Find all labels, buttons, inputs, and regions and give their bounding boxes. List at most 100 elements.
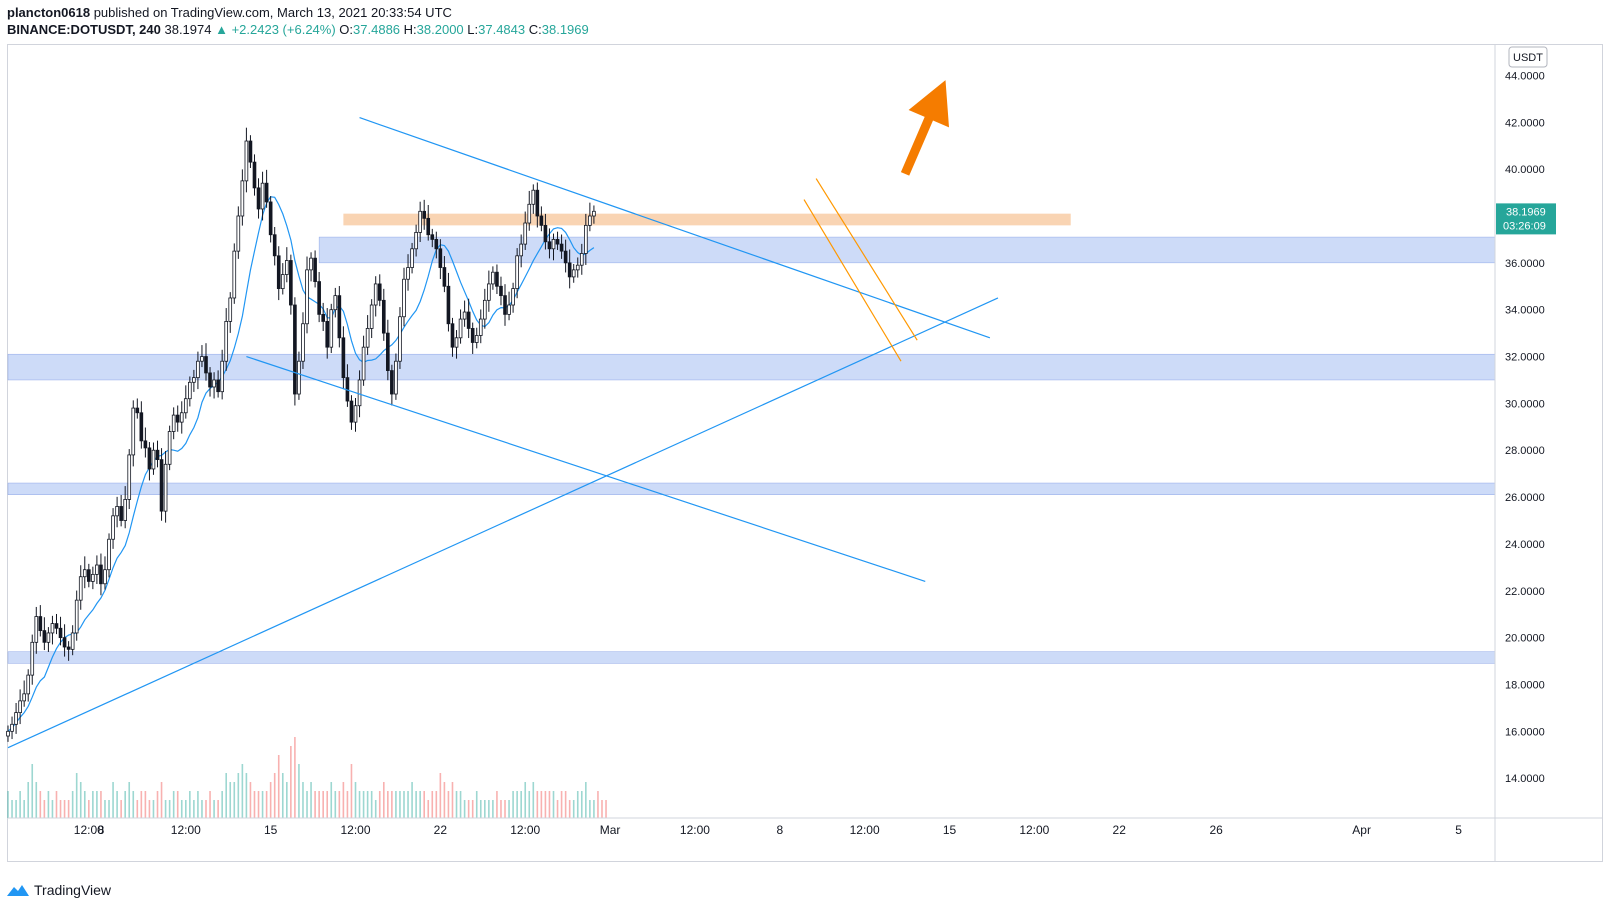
volume-bar: [399, 791, 401, 818]
volume-bar: [435, 791, 438, 818]
volume-bar: [572, 800, 575, 818]
volume-bar: [580, 791, 583, 818]
volume-bar: [484, 800, 486, 818]
candle: [309, 252, 313, 282]
symbol-info: BINANCE:DOTUSDT, 240 38.1974 ▲ +2.2423 (…: [7, 21, 589, 38]
candle: [91, 566, 95, 590]
candle-body: [410, 248, 414, 268]
candle: [592, 205, 596, 224]
currency-label: USDT: [1513, 52, 1543, 64]
candle: [398, 307, 402, 369]
volume-bar: [524, 782, 527, 818]
volume-bar: [128, 782, 131, 818]
candle-body: [470, 328, 475, 343]
candle: [119, 494, 123, 527]
candle-body: [325, 321, 330, 348]
countdown-label: 03:26:09: [1503, 220, 1546, 232]
candle: [462, 300, 467, 327]
y-tick-label: 28.0000: [1505, 445, 1545, 457]
volume-bar: [100, 791, 102, 818]
volume-bar: [132, 791, 135, 818]
candle: [511, 282, 515, 313]
last-price: 38.1974: [164, 22, 212, 37]
candle: [325, 308, 330, 359]
candle: [78, 565, 83, 610]
candle: [543, 213, 548, 250]
volume-bar: [423, 791, 425, 818]
footer-brand: TradingView: [34, 882, 112, 898]
candle-body: [66, 646, 71, 650]
bull-flag-line: [803, 199, 902, 362]
candle: [244, 127, 249, 193]
volume-bar: [257, 791, 260, 818]
candle: [111, 508, 115, 549]
volume-bar: [350, 764, 353, 818]
volume-bar: [520, 791, 522, 818]
volume-bar: [108, 800, 110, 818]
chart-frame[interactable]: [7, 44, 1603, 862]
candle-body: [216, 379, 220, 393]
volume-bar: [104, 800, 106, 818]
candle-body: [584, 224, 588, 254]
candle-body: [478, 318, 483, 336]
candle: [297, 351, 301, 400]
volume-bar: [589, 800, 591, 818]
candle-body: [50, 623, 55, 634]
volume-bar: [508, 800, 510, 818]
candle-body: [349, 400, 354, 423]
y-tick-label: 42.0000: [1505, 117, 1545, 129]
volume-bar: [395, 791, 397, 818]
candle: [466, 298, 471, 339]
candle: [87, 563, 91, 588]
candle: [220, 349, 224, 400]
candle: [212, 372, 216, 399]
candle: [394, 353, 398, 400]
support-zone: [7, 482, 1496, 495]
candle-body: [280, 274, 285, 290]
candle-body: [390, 370, 394, 395]
candle: [495, 264, 499, 294]
tradingview-footer[interactable]: TradingView: [6, 882, 111, 898]
volume-bar: [164, 800, 167, 818]
candle-body: [18, 700, 22, 713]
candle-body: [418, 210, 422, 233]
candle-body: [22, 693, 26, 702]
volume-bar: [55, 791, 58, 818]
candle: [179, 401, 184, 434]
volume-bar: [116, 791, 118, 818]
candle: [482, 288, 487, 329]
candle-body: [95, 564, 99, 575]
moving-average-line: [7, 196, 595, 732]
candle-body: [329, 309, 334, 348]
volume-bar: [160, 782, 163, 818]
candle-body: [119, 506, 123, 521]
candle-body: [171, 414, 176, 432]
x-tick-label: 12:00: [1019, 823, 1049, 837]
y-tick-label: 34.0000: [1505, 305, 1545, 317]
volume-bar: [504, 800, 506, 818]
high-value: 38.2000: [416, 22, 464, 37]
candle: [14, 702, 18, 734]
candle: [426, 204, 431, 241]
candle-body: [575, 264, 580, 271]
x-tick-label: 8: [776, 823, 783, 837]
candle: [26, 669, 31, 702]
publisher-name[interactable]: plancton0618: [7, 5, 91, 20]
candle-body: [373, 283, 378, 306]
volume-bar: [11, 800, 13, 818]
candle: [377, 274, 382, 307]
volume-bar: [443, 782, 446, 818]
volume-bar: [140, 791, 143, 818]
candle: [151, 442, 156, 475]
candle-body: [10, 723, 14, 732]
candle: [584, 213, 588, 265]
volume-bar: [120, 800, 122, 818]
candle: [208, 367, 212, 397]
volume-bar: [148, 800, 151, 818]
candle: [390, 364, 394, 406]
candle: [147, 442, 152, 481]
candle-body: [503, 295, 507, 315]
symbol-name[interactable]: BINANCE:DOTUSDT, 240: [7, 22, 161, 37]
volume-bar: [427, 800, 430, 818]
